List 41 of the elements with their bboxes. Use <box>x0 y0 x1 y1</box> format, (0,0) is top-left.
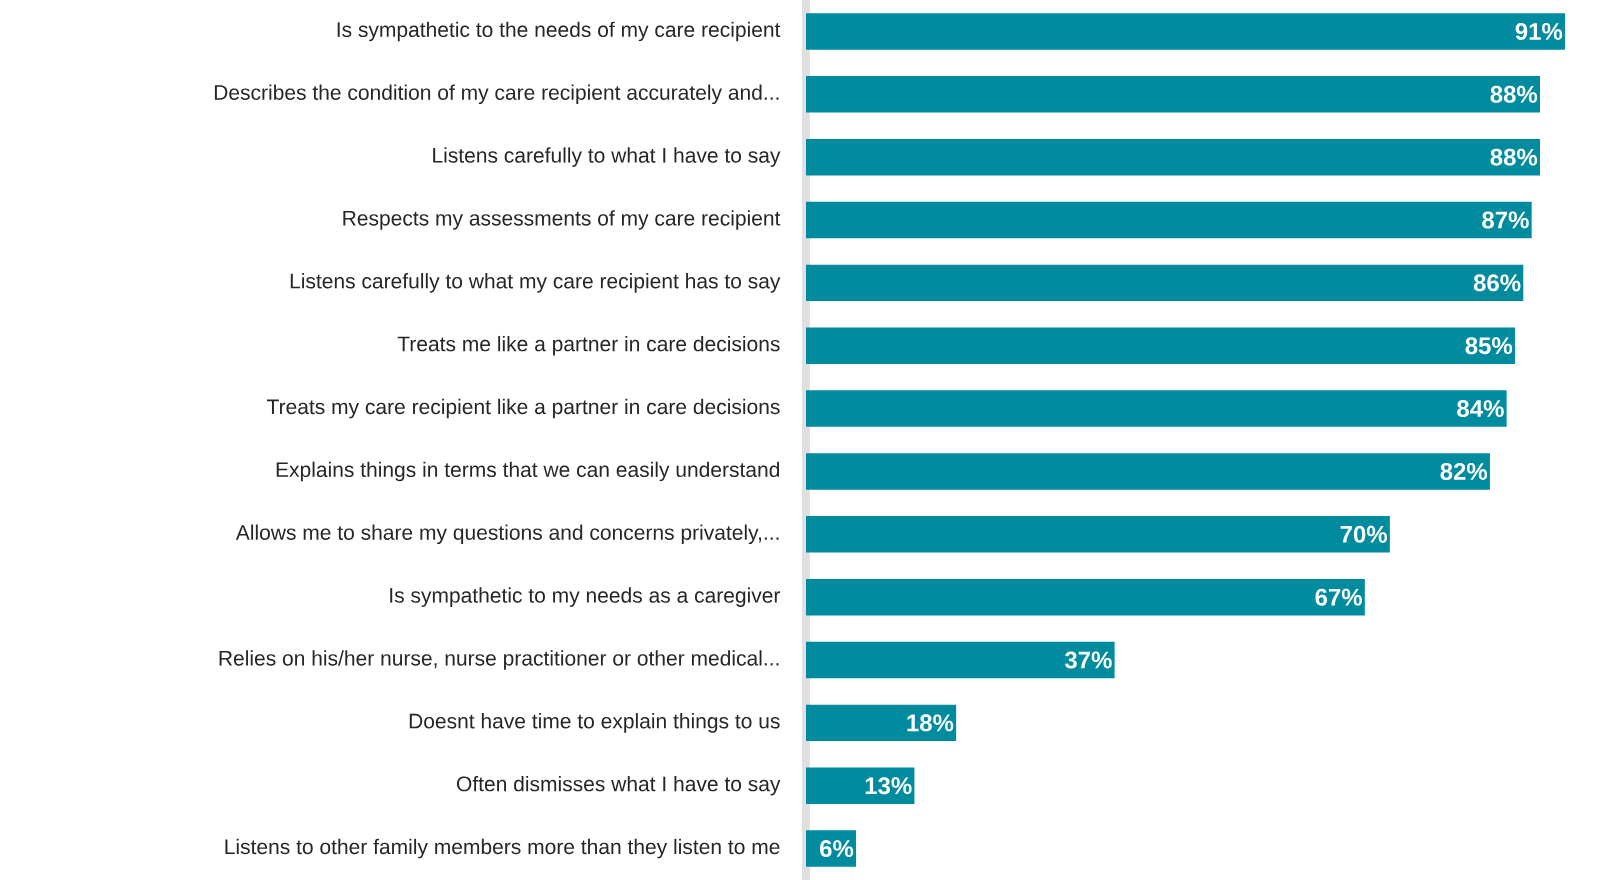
data-label: 85% <box>1465 337 1513 355</box>
y-tick-label: Relies on his/her nurse, nurse practitioner or other medical... <box>219 650 779 670</box>
y-tick-label: Doesnt have time to explain things to us <box>409 713 780 733</box>
y-tick-label: Treats my care recipient like a partner in care decisions <box>267 398 780 419</box>
data-label: 84% <box>1457 400 1504 418</box>
bar <box>806 138 1540 176</box>
bar <box>806 13 1566 50</box>
data-label: 88% <box>1490 148 1538 166</box>
data-label: 18% <box>907 714 954 732</box>
bar <box>806 453 1490 490</box>
bar <box>806 76 1540 113</box>
data-label: 88% <box>1490 85 1538 103</box>
bar <box>806 264 1524 302</box>
y-tick-label: Is sympathetic to my needs as a caregiver <box>390 587 781 607</box>
data-label: 13% <box>865 777 912 795</box>
data-label: 82% <box>1440 462 1488 480</box>
bar <box>806 767 915 804</box>
data-label: 87% <box>1482 211 1529 229</box>
y-tick-label: Treats me like a partner in care decisions <box>397 335 780 356</box>
y-tick-label: Describes the condition of my care recipient accurately and... <box>214 84 779 105</box>
y-tick-label: Listens carefully to what my care recipient has to say <box>290 273 781 293</box>
data-label: 70% <box>1340 525 1388 543</box>
bar <box>806 390 1507 427</box>
bar <box>806 704 957 742</box>
data-label: 86% <box>1473 274 1521 292</box>
y-tick-label: Respects my assessments of my care recipient <box>343 210 781 230</box>
y-tick-label: Allows me to share my questions and concerns privately,... <box>235 524 779 545</box>
y-tick-label: Often dismisses what I have to say <box>457 775 781 796</box>
y-tick-label: Listens to other family members more than they listen to me <box>225 838 780 859</box>
bar <box>806 201 1532 239</box>
bar <box>806 578 1365 616</box>
bar <box>806 327 1515 364</box>
data-label: 67% <box>1315 588 1362 606</box>
data-label: 6% <box>820 840 854 858</box>
data-label: 91% <box>1515 22 1563 40</box>
y-tick-label: Explains things in terms that we can easily understand <box>276 461 780 482</box>
data-label: 37% <box>1064 651 1112 669</box>
bar <box>806 641 1115 679</box>
y-tick-label: Is sympathetic to the needs of my care recipient <box>337 21 781 42</box>
bar <box>806 516 1390 553</box>
y-tick-label: Listens carefully to what I have to say <box>433 147 781 167</box>
